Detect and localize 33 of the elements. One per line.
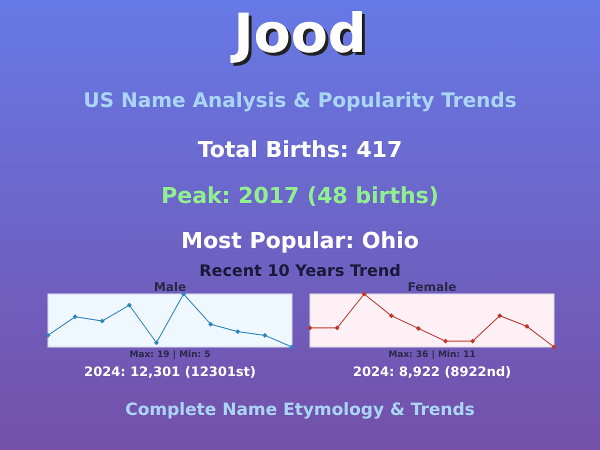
chart-title: Female: [408, 280, 456, 294]
point: [126, 302, 132, 308]
text: Complete Name Etymology & Trends: [124, 400, 476, 420]
text: Jood: [230, 2, 368, 65]
point: [46, 332, 50, 338]
point: [497, 313, 502, 318]
point: [388, 313, 394, 318]
point: [443, 338, 448, 344]
text: 2024: 8,922 (8922nd): [352, 365, 512, 380]
point: [208, 322, 214, 327]
text: 2024: 12,301 (12301st): [83, 365, 257, 380]
text: Most Popular: Ohio: [180, 229, 420, 254]
point: [524, 324, 530, 329]
point: [308, 325, 312, 330]
text: Total Births: 417: [196, 138, 404, 163]
point: [100, 318, 105, 324]
point: [72, 314, 78, 320]
text: Recent 10 Years Trend: [198, 261, 402, 280]
text: US Name Analysis & Popularity Trends: [82, 88, 518, 112]
point: [290, 344, 294, 350]
text: Max: 36 | Min: 11: [387, 350, 477, 360]
point: [470, 338, 476, 344]
point: [154, 340, 159, 346]
point: [181, 292, 186, 296]
point: [262, 332, 268, 338]
chart-title: Male: [154, 280, 186, 294]
text: Max: 19 | Min: 5: [128, 350, 212, 360]
point: [552, 344, 556, 350]
point: [362, 292, 367, 296]
point: [334, 325, 340, 330]
point: [416, 326, 421, 331]
text: Peak: 2017 (48 births): [160, 184, 440, 209]
point: [235, 329, 240, 334]
